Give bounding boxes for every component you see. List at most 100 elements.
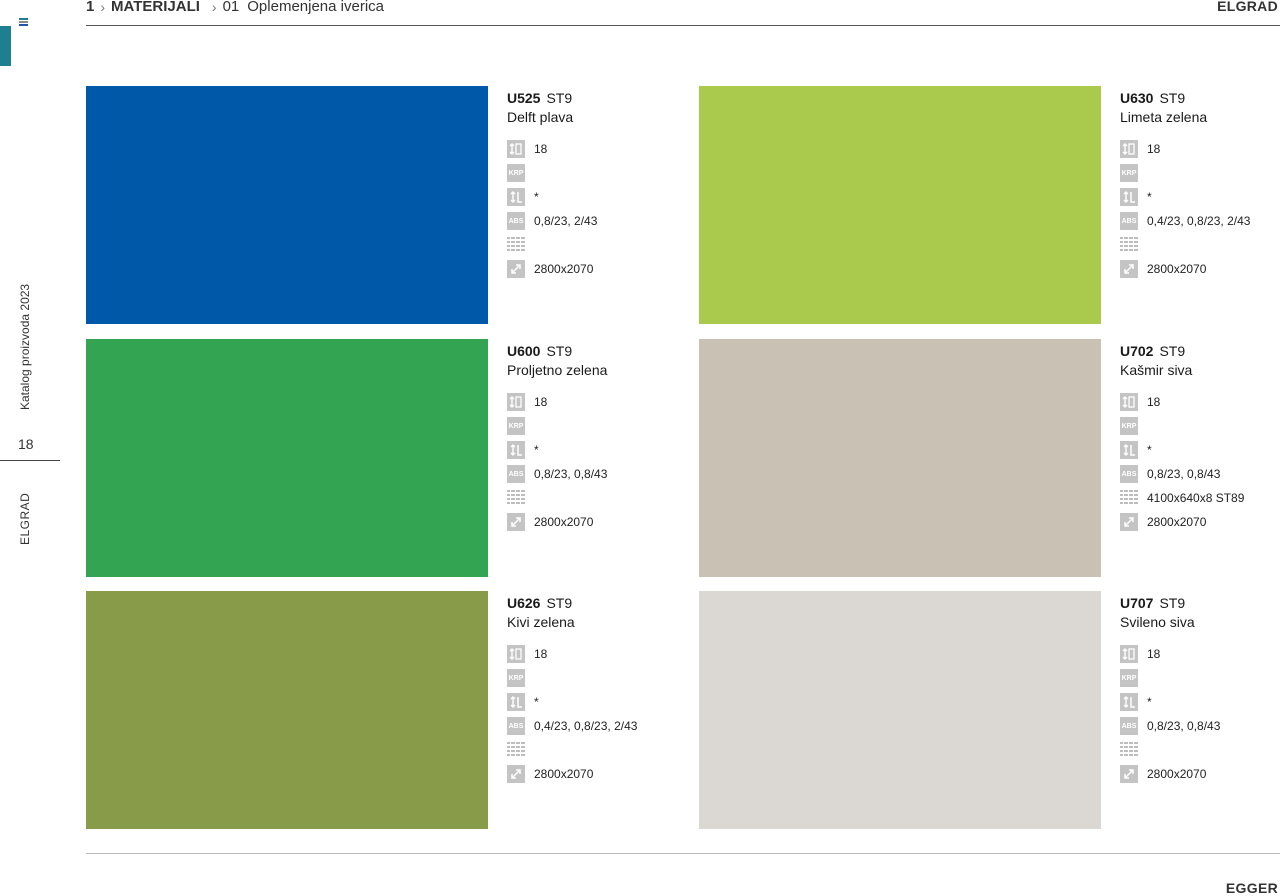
color-swatch[interactable]: [699, 339, 1101, 577]
krp-icon: KRP: [507, 669, 525, 687]
worktop-icon: [1120, 741, 1138, 759]
grain-icon: [1120, 441, 1138, 459]
texture-code: ST9: [546, 90, 573, 106]
worktop-icon: [507, 489, 525, 507]
spec-size: 2800x2070: [1120, 260, 1206, 278]
spec-abs: ABS 0,8/23, 0,8/43: [1120, 717, 1220, 735]
spec-grain-value: *: [534, 443, 539, 457]
spec-grain: *: [507, 188, 539, 206]
thickness-icon: [507, 140, 525, 158]
spec-size-value: 2800x2070: [534, 767, 594, 781]
spec-krp: KRP: [1120, 669, 1147, 687]
spec-abs-value: 0,8/23, 2/43: [534, 214, 598, 228]
krp-badge-text: KRP: [1121, 422, 1137, 430]
spec-thickness-value: 18: [1147, 395, 1161, 409]
spec-grain: *: [507, 441, 539, 459]
spec-abs: ABS 0,8/23, 0,8/43: [507, 465, 607, 483]
worktop-icon: [1120, 489, 1138, 507]
abs-badge-text: ABS: [1121, 722, 1137, 730]
color-swatch[interactable]: [699, 86, 1101, 324]
grain-icon: [507, 188, 525, 206]
product-code-line: U702 ST9: [1120, 341, 1280, 361]
breadcrumb-number[interactable]: 1: [86, 0, 95, 15]
spec-worktop: [1120, 236, 1147, 254]
spec-grain: *: [1120, 188, 1152, 206]
product-name: Svileno siva: [1120, 614, 1195, 630]
breadcrumb-section[interactable]: MATERIJALI: [111, 0, 200, 15]
product-code: U600: [507, 343, 541, 359]
grain-icon: [1120, 188, 1138, 206]
spec-thickness: 18: [507, 140, 547, 158]
thickness-icon: [1120, 393, 1138, 411]
krp-badge-text: KRP: [508, 422, 524, 430]
texture-code: ST9: [1159, 595, 1186, 611]
spec-krp: KRP: [1120, 164, 1147, 182]
product-name: Proljetno zelena: [507, 362, 608, 378]
texture-code: ST9: [546, 595, 573, 611]
spec-thickness-value: 18: [534, 647, 548, 661]
spec-grain-value: *: [534, 190, 539, 204]
product-name: Limeta zelena: [1120, 109, 1208, 125]
abs-icon: ABS: [507, 465, 525, 483]
spec-krp: KRP: [1120, 417, 1147, 435]
grain-icon: [507, 693, 525, 711]
menu-icon[interactable]: [19, 18, 28, 27]
grain-icon: [1120, 693, 1138, 711]
size-icon: [1120, 260, 1138, 278]
abs-badge-text: ABS: [1121, 217, 1137, 225]
abs-icon: ABS: [507, 212, 525, 230]
krp-badge-text: KRP: [508, 674, 524, 682]
product-info: U707 ST9 Svileno siva 18 KRP * ABS 0,8/23, 0,8/…: [1120, 593, 1280, 793]
spec-size: 2800x2070: [1120, 513, 1206, 531]
spec-abs: ABS 0,4/23, 0,8/23, 2/43: [507, 717, 637, 735]
abs-icon: ABS: [1120, 212, 1138, 230]
product-code-line: U600 ST9: [507, 341, 677, 361]
product-info: U702 ST9 Kašmir siva 18 KRP * ABS 0,8/23, 0,8/4…: [1120, 341, 1280, 541]
product-code: U702: [1120, 343, 1154, 359]
product-name: Kivi zelena: [507, 614, 575, 630]
chevron-right-icon: ›: [100, 0, 106, 15]
spec-grain-value: *: [1147, 190, 1152, 204]
spec-size-value: 2800x2070: [1147, 515, 1207, 529]
color-swatch[interactable]: [86, 591, 488, 829]
breadcrumb-sub-number[interactable]: 01: [222, 0, 240, 15]
product-code: U707: [1120, 595, 1154, 611]
spec-worktop: [507, 489, 534, 507]
spec-worktop: 4100x640x8 ST89: [1120, 489, 1244, 507]
abs-badge-text: ABS: [508, 722, 524, 730]
color-swatch[interactable]: [86, 86, 488, 324]
spec-worktop: [1120, 741, 1147, 759]
thickness-icon: [1120, 140, 1138, 158]
color-swatch[interactable]: [86, 339, 488, 577]
breadcrumb: 1 › MATERIJALI › 01 Oplemenjena iverica: [86, 0, 384, 15]
thickness-icon: [507, 645, 525, 663]
sidebar-accent-bar: [0, 26, 11, 66]
product-code-line: U626 ST9: [507, 593, 677, 613]
product-info: U626 ST9 Kivi zelena 18 KRP * ABS 0,4/23, 0,8/2…: [507, 593, 677, 793]
thickness-icon: [507, 393, 525, 411]
spec-thickness: 18: [1120, 393, 1160, 411]
sidebar-divider: [0, 460, 60, 461]
worktop-icon: [507, 236, 525, 254]
spec-krp: KRP: [507, 164, 534, 182]
header-divider: [86, 25, 1280, 26]
spec-thickness: 18: [507, 393, 547, 411]
color-swatch[interactable]: [699, 591, 1101, 829]
spec-worktop-value: 4100x640x8 ST89: [1147, 491, 1245, 505]
worktop-icon: [507, 741, 525, 759]
product-info: U600 ST9 Proljetno zelena 18 KRP * ABS 0,8/23, …: [507, 341, 677, 541]
product-code-line: U707 ST9: [1120, 593, 1280, 613]
spec-thickness: 18: [507, 645, 547, 663]
krp-icon: KRP: [1120, 164, 1138, 182]
spec-size-value: 2800x2070: [534, 515, 594, 529]
krp-icon: KRP: [1120, 417, 1138, 435]
spec-size: 2800x2070: [1120, 765, 1206, 783]
spec-grain: *: [1120, 693, 1152, 711]
product-info: U630 ST9 Limeta zelena 18 KRP * ABS 0,4/23, 0,8…: [1120, 88, 1280, 288]
product-code: U630: [1120, 90, 1154, 106]
breadcrumb-sub-title[interactable]: Oplemenjena iverica: [247, 0, 385, 15]
spec-size-value: 2800x2070: [534, 262, 594, 276]
krp-icon: KRP: [1120, 669, 1138, 687]
texture-code: ST9: [1159, 343, 1186, 359]
product-code-line: U525 ST9: [507, 88, 677, 108]
